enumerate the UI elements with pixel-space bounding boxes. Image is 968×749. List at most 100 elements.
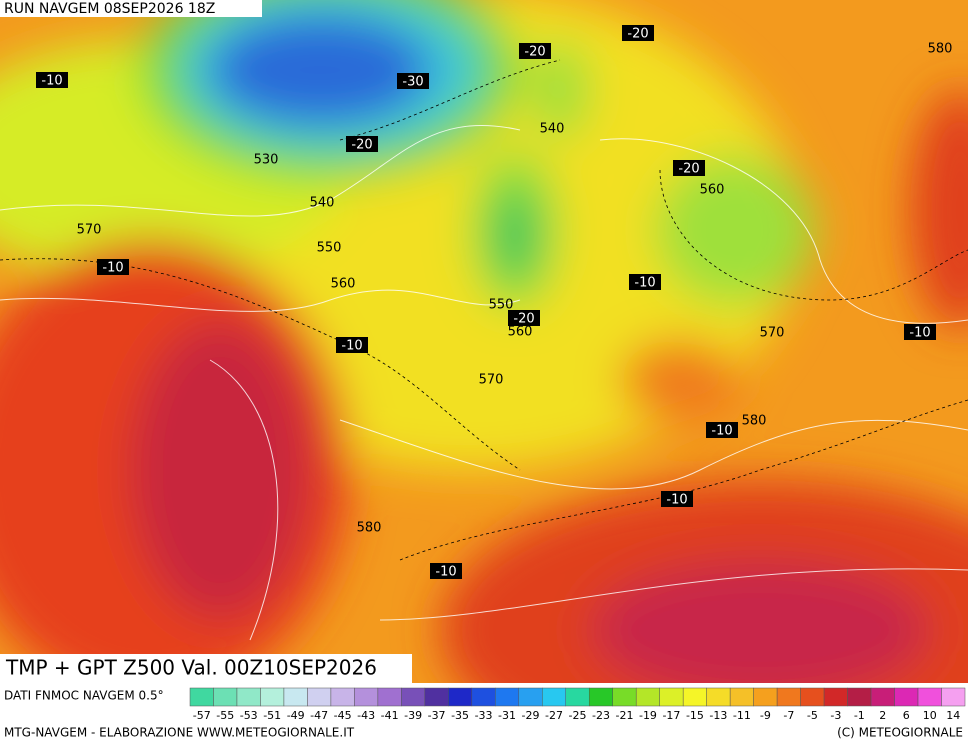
legend-label: -25 (569, 709, 587, 722)
temperature-label-box (706, 422, 738, 438)
legend-swatch (800, 687, 825, 707)
legend-swatch (189, 687, 214, 707)
temperature-label-box (397, 73, 429, 89)
legend-swatch (307, 687, 332, 707)
height-label: 550 (317, 241, 342, 256)
temperature-label: -10 (435, 565, 456, 580)
legend-swatch (588, 687, 613, 707)
legend-swatch (729, 687, 754, 707)
temperature-label: -10 (909, 326, 930, 341)
temperature-label-box (904, 324, 936, 340)
legend-label: -35 (451, 709, 469, 722)
temperature-label: -10 (711, 424, 732, 439)
legend-label: -57 (193, 709, 211, 722)
legend-swatch (682, 687, 707, 707)
temperature-label-box (508, 310, 540, 326)
legend-swatch (236, 687, 261, 707)
legend-label: -17 (662, 709, 680, 722)
legend-label: -55 (216, 709, 234, 722)
legend-swatch (917, 687, 942, 707)
footer-right: (C) METEOGIORNALE (837, 726, 963, 740)
legend-swatch (870, 687, 895, 707)
height-label: 570 (760, 326, 785, 341)
legend-label: -39 (404, 709, 422, 722)
legend-swatch (823, 687, 848, 707)
legend-label: -47 (310, 709, 328, 722)
legend-swatch (448, 687, 473, 707)
temperature-label-box (336, 337, 368, 353)
height-label: 570 (77, 223, 102, 238)
run-box (0, 0, 262, 17)
product-label: TMP + GPT Z500 Val. 00Z10SEP2026 (5, 656, 377, 680)
legend-swatch (941, 687, 966, 707)
legend-label: -31 (498, 709, 516, 722)
temperature-label-box (519, 43, 551, 59)
temperature-label-box (430, 563, 462, 579)
temperature-label: -20 (513, 312, 534, 327)
temperature-label: -20 (524, 45, 545, 60)
legend-swatch (659, 687, 684, 707)
legend-swatch (776, 687, 801, 707)
legend-swatch (753, 687, 778, 707)
temperature-label: -10 (41, 74, 62, 89)
height-label: 540 (310, 196, 335, 211)
legend-swatch (612, 687, 637, 707)
temperature-label: -20 (627, 27, 648, 42)
run-label: RUN NAVGEM 08SEP2026 18Z (4, 1, 215, 17)
legend-swatch (471, 687, 496, 707)
legend-label: -51 (263, 709, 281, 722)
legend-label: 6 (903, 709, 910, 722)
legend-swatch (424, 687, 449, 707)
temperature-label-box (97, 259, 129, 275)
legend-label: 2 (879, 709, 886, 722)
height-label: 580 (928, 42, 953, 57)
height-label: 560 (700, 183, 725, 198)
legend-label: -37 (428, 709, 446, 722)
temperature-label: -10 (634, 276, 655, 291)
legend-swatch (330, 687, 355, 707)
temperature-label-box (622, 25, 654, 41)
temperature-label-box (346, 136, 378, 152)
legend-swatch (847, 687, 872, 707)
legend-label: -43 (357, 709, 375, 722)
legend-label: -27 (545, 709, 563, 722)
legend-label: 14 (946, 709, 960, 722)
legend-label: -41 (381, 709, 399, 722)
legend-swatch (565, 687, 590, 707)
temperature-label: -20 (678, 162, 699, 177)
legend-swatch (635, 687, 660, 707)
height-label: 570 (479, 373, 504, 388)
legend-label: -33 (475, 709, 493, 722)
legend-swatch (542, 687, 567, 707)
legend-swatch (283, 687, 308, 707)
height-label: 540 (540, 122, 565, 137)
legend-label: -53 (240, 709, 258, 722)
temperature-label: -10 (341, 339, 362, 354)
legend-label: -7 (783, 709, 794, 722)
legend-label: -19 (639, 709, 657, 722)
legend-swatch (894, 687, 919, 707)
source-label: DATI FNMOC NAVGEM 0.5° (4, 689, 164, 703)
legend-label: -1 (854, 709, 865, 722)
height-label: 550 (489, 298, 514, 313)
legend-label: 10 (923, 709, 937, 722)
legend-swatch (706, 687, 731, 707)
temperature-label-box (673, 160, 705, 176)
legend-swatch (377, 687, 402, 707)
legend-label: -3 (830, 709, 841, 722)
legend-label: -11 (733, 709, 751, 722)
temperature-label-box (661, 491, 693, 507)
height-label: 560 (508, 325, 533, 340)
legend-swatch (495, 687, 520, 707)
temperature-label: -30 (402, 75, 423, 90)
temperature-label: -10 (102, 261, 123, 276)
legend-label: -13 (709, 709, 727, 722)
product-box (0, 654, 412, 683)
legend-label: -49 (287, 709, 305, 722)
legend-swatch (354, 687, 379, 707)
legend-label: -15 (686, 709, 704, 722)
legend-label: -29 (522, 709, 540, 722)
